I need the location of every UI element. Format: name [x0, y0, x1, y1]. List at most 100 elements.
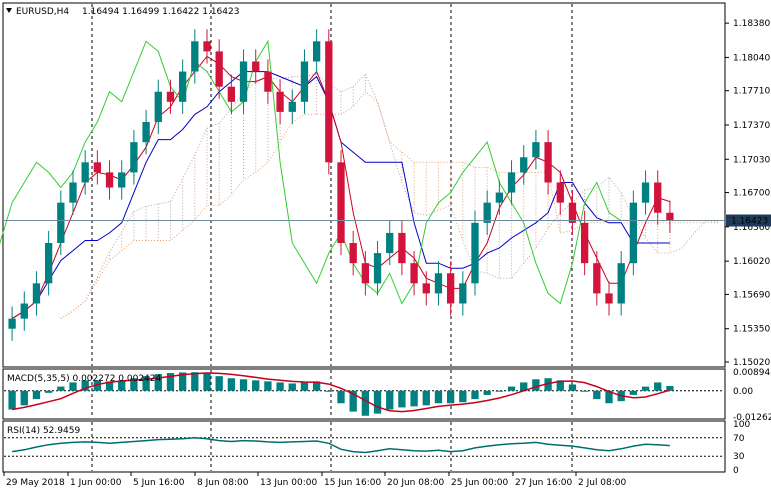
macd-bar-12: [154, 374, 162, 391]
candle-body-43: [532, 142, 540, 158]
candle-body-41: [507, 172, 516, 193]
candle-body-25: [312, 41, 321, 62]
candle-body-0: [8, 318, 16, 329]
candle-body-28: [349, 242, 357, 264]
macd-bar-34: [422, 390, 430, 406]
macd-bar-18: [227, 378, 236, 391]
macd-bar-47: [580, 390, 589, 392]
candle-body-38: [471, 222, 479, 284]
candle-body-39: [483, 202, 491, 223]
rsi-indicator: [4, 437, 724, 457]
candle-body-35: [434, 273, 443, 294]
macd-bar-43: [532, 379, 540, 391]
candle-body-10: [130, 142, 138, 173]
candle-body-32: [398, 232, 406, 264]
time-label-4: 13 Jun 00:00: [260, 478, 317, 488]
macd-label: MACD(5,35,5) 0.002272 0.002424: [7, 374, 162, 384]
current-price-label: 1.16423: [731, 217, 768, 227]
candle-body-15: [191, 41, 199, 72]
macd-bar-52: [641, 386, 650, 391]
ohlc-readout: 1.16494 1.16499 1.16422 1.16423: [82, 7, 239, 17]
macd-bar-33: [410, 390, 418, 407]
macd-pane-frame: [2, 368, 726, 420]
triangle-down-icon[interactable]: [6, 8, 12, 13]
candle-body-30: [373, 253, 382, 284]
candle-body-42: [520, 157, 528, 173]
symbol-label: EURUSD,H4: [16, 7, 69, 17]
candle-body-17: [215, 51, 223, 87]
price-axis: 1.18380 1.18040 1.17710 1.17370 1.17030 1.167…: [725, 19, 771, 368]
macd-bar-0: [8, 390, 16, 410]
macd-bar-10: [130, 378, 138, 391]
time-label-8: 27 Jun 16:00: [515, 478, 572, 488]
macd-bar-17: [215, 376, 223, 391]
macd-bar-7: [93, 380, 102, 391]
price-label-7: 1.16020: [733, 257, 770, 267]
price-label-4: 1.17030: [733, 155, 770, 165]
candle-body-6: [81, 162, 89, 183]
rsi-line: [11, 437, 670, 454]
candle-body-51: [629, 202, 638, 264]
macd-bar-53: [654, 382, 662, 391]
candle-body-23: [288, 101, 296, 112]
candle-body-21: [264, 71, 272, 92]
macd-bar-36: [446, 390, 455, 404]
macd-indicator: [4, 372, 724, 416]
price-label-8: 1.15690: [733, 290, 770, 300]
current-price-box: [726, 214, 771, 227]
macd-bar-40: [495, 390, 504, 392]
candle-body-14: [178, 71, 187, 102]
price-label-2: 1.17710: [733, 87, 770, 97]
macd-bar-30: [373, 390, 382, 414]
rsi-pane-frame: [2, 420, 726, 473]
time-label-9: 2 Jul 08:00: [578, 478, 627, 488]
main-pane-frame: [2, 2, 726, 368]
time-label-0: 29 May 2018: [6, 478, 65, 488]
candle-body-47: [580, 222, 589, 264]
macd-bar-2: [32, 390, 41, 400]
candle-body-34: [422, 283, 430, 294]
macd-bar-39: [483, 390, 491, 395]
macd-bar-25: [312, 381, 321, 391]
time-label-5: 15 Jun 16:00: [324, 478, 381, 488]
rsi-axis-label-1: 70: [733, 434, 745, 444]
macd-bar-35: [434, 390, 443, 404]
price-label-9: 1.15350: [733, 325, 770, 335]
price-label-5: 1.16700: [733, 189, 770, 199]
time-label-3: 8 Jun 08:00: [197, 478, 249, 488]
macd-bar-49: [605, 390, 613, 404]
rsi-label: RSI(14) 52.9459: [7, 426, 80, 436]
macd-bar-32: [398, 390, 406, 408]
candle-body-45: [556, 182, 564, 203]
macd-bar-48: [593, 390, 601, 400]
candle-body-19: [239, 61, 248, 102]
candle-body-5: [69, 182, 77, 203]
candle-body-20: [252, 61, 260, 72]
time-label-1: 1 Jun 00:00: [70, 478, 122, 488]
candle-body-22: [276, 91, 284, 112]
candle-body-3: [44, 242, 53, 284]
time-axis: 29 May 2018 1 Jun 00:00 5 Jun 16:00 8 Jun 0…: [3, 472, 627, 488]
candle-body-54: [666, 212, 674, 221]
macd-bar-54: [666, 385, 674, 391]
macd-bar-15: [191, 372, 199, 391]
macd-bar-21: [264, 381, 272, 391]
candle-body-7: [93, 162, 102, 173]
macd-bar-23: [288, 383, 296, 391]
candle-body-27: [337, 162, 345, 243]
candle-body-37: [459, 283, 467, 304]
candle-body-48: [593, 263, 601, 294]
macd-bar-20: [252, 380, 260, 391]
time-label-2: 5 Jun 16:00: [133, 478, 185, 488]
candle-body-29: [361, 263, 370, 284]
macd-bar-3: [44, 390, 53, 393]
macd-bar-14: [178, 372, 187, 391]
macd-bar-24: [300, 382, 309, 391]
candle-body-46: [568, 202, 577, 223]
macd-bar-37: [459, 390, 467, 403]
rsi-axis-label-2: 30: [733, 452, 745, 462]
macd-bar-1: [20, 390, 28, 406]
macd-bar-22: [276, 382, 284, 391]
